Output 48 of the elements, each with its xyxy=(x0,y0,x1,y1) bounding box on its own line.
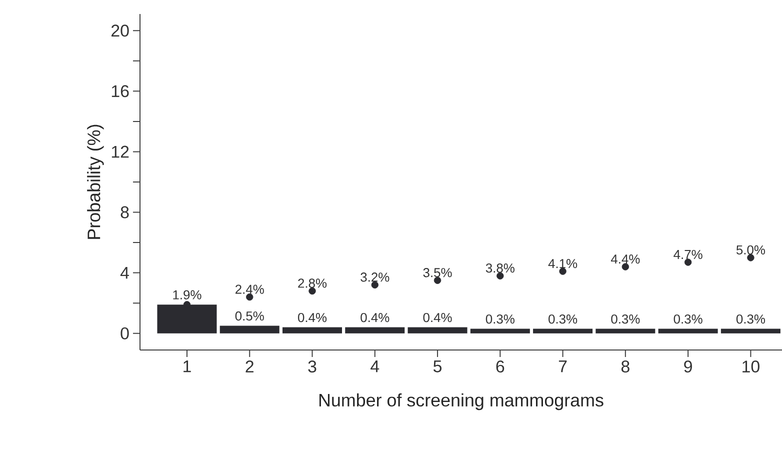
x-tick-label: 6 xyxy=(496,360,504,373)
data-label: 0.3% xyxy=(486,314,514,324)
data-label: 5.0% xyxy=(736,245,765,254)
data-label: 3.5% xyxy=(423,268,452,278)
x-tick-label: 2 xyxy=(246,360,254,372)
x-tick-label: 9 xyxy=(684,360,692,373)
bar xyxy=(282,327,342,334)
data-label: 0.5% xyxy=(235,311,264,321)
x-tick-label: 4 xyxy=(370,360,380,372)
data-label: 1.9% xyxy=(173,290,202,300)
data-label: 0.3% xyxy=(736,314,765,324)
data-label: 2.4% xyxy=(236,284,264,294)
x-tick-label: 7 xyxy=(558,360,567,372)
data-label: 0.3% xyxy=(548,314,578,324)
bar xyxy=(533,328,593,334)
data-label: 4.1% xyxy=(548,259,578,268)
data-label: 0.4% xyxy=(360,312,390,322)
bar xyxy=(470,328,530,334)
y-tick-label: 8 xyxy=(120,206,129,218)
point xyxy=(747,254,754,262)
bar xyxy=(658,328,718,334)
data-label: 3.8% xyxy=(486,263,514,273)
bar xyxy=(408,327,468,334)
x-tick-label: 8 xyxy=(621,360,630,373)
data-label: 0.3% xyxy=(611,314,640,324)
y-tick-label: 20 xyxy=(112,24,129,37)
data-label: 0.4% xyxy=(423,312,452,322)
data-label: 4.7% xyxy=(674,250,702,260)
y-tick-label: 4 xyxy=(120,266,129,279)
x-tick-label: 3 xyxy=(308,360,316,373)
bar xyxy=(720,328,780,334)
point xyxy=(684,258,692,266)
y-tick-label: 0 xyxy=(120,327,129,340)
data-label: 0.4% xyxy=(298,312,327,322)
x-tick-label: 1 xyxy=(184,360,191,372)
data-label: 4.4% xyxy=(610,254,640,264)
bar xyxy=(596,328,656,334)
bar xyxy=(220,326,280,334)
y-axis-title: Probability (%) xyxy=(87,124,104,239)
y-tick-label: 12 xyxy=(112,146,129,158)
bar xyxy=(345,327,405,334)
data-label: 3.2% xyxy=(360,272,390,282)
data-label: 0.3% xyxy=(674,314,702,324)
data-label: 2.8% xyxy=(298,278,327,288)
x-axis-title: Number of screening mammograms xyxy=(319,393,604,410)
x-tick-label: 10 xyxy=(742,360,760,373)
x-tick-label: 5 xyxy=(433,360,442,372)
y-tick-label: 16 xyxy=(112,85,129,98)
